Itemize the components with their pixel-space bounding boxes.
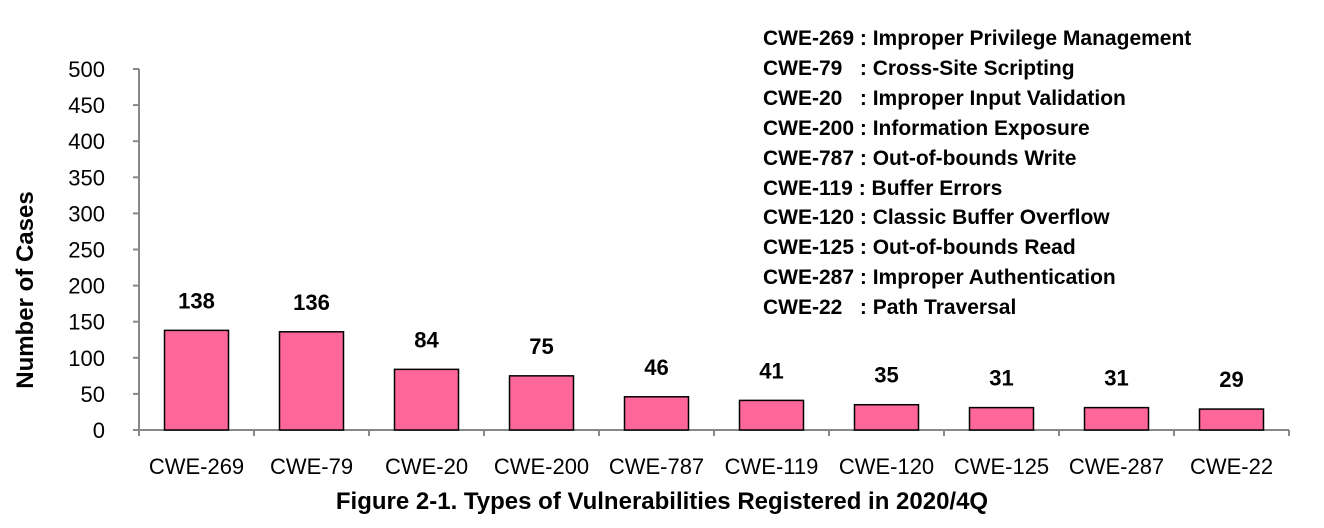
legend-description: Cross-Site Scripting bbox=[872, 56, 1075, 80]
y-tick-label: 100 bbox=[68, 346, 105, 371]
legend-item: CWE-22 : Path Traversal bbox=[763, 293, 1191, 323]
legend-code: CWE-787 bbox=[763, 146, 855, 170]
legend-item: CWE-20 : Improper Input Validation bbox=[763, 84, 1191, 114]
bar bbox=[738, 399, 805, 431]
legend-separator: : bbox=[854, 116, 873, 140]
bar bbox=[1083, 406, 1150, 431]
x-tick-label: CWE-287 bbox=[1069, 454, 1164, 479]
x-tick-label: CWE-120 bbox=[839, 454, 934, 479]
legend-description: Out-of-bounds Read bbox=[872, 236, 1076, 260]
legend-item: CWE-269 : Improper Privilege Management bbox=[763, 24, 1191, 54]
x-tick-label: CWE-787 bbox=[609, 454, 704, 479]
legend-item: CWE-119 : Buffer Errors bbox=[763, 174, 1191, 204]
legend-description: Path Traversal bbox=[872, 296, 1017, 320]
legend-item: CWE-287 : Improper Authentication bbox=[763, 263, 1191, 293]
legend-description: Classic Buffer Overflow bbox=[872, 206, 1110, 230]
legend-code: CWE-120 bbox=[763, 206, 855, 230]
data-label: 35 bbox=[874, 363, 898, 388]
legend-separator: : bbox=[854, 27, 873, 50]
x-tick-label: CWE-22 bbox=[1190, 454, 1273, 479]
legend-code: CWE-200 bbox=[763, 116, 855, 140]
legend-separator: : bbox=[854, 206, 873, 230]
data-label: 41 bbox=[759, 358, 783, 383]
bar bbox=[623, 396, 690, 431]
y-tick-label: 0 bbox=[93, 418, 105, 443]
data-label: 138 bbox=[178, 288, 215, 313]
legend-description: Information Exposure bbox=[872, 116, 1090, 140]
legend-code: CWE-125 bbox=[763, 236, 855, 260]
y-tick-label: 450 bbox=[68, 93, 105, 118]
y-tick-label: 300 bbox=[68, 201, 105, 226]
data-label: 29 bbox=[1219, 367, 1243, 392]
y-tick-label: 200 bbox=[68, 274, 105, 299]
legend: CWE-269 : Improper Privilege Management C… bbox=[763, 24, 1191, 323]
y-axis-title: Number of Cases bbox=[12, 191, 39, 388]
legend-description: Improper Privilege Management bbox=[872, 27, 1192, 50]
x-tick-label: CWE-20 bbox=[385, 454, 468, 479]
legend-separator: : bbox=[842, 296, 873, 320]
y-tick-label: 50 bbox=[81, 382, 105, 407]
x-tick-label: CWE-269 bbox=[149, 454, 244, 479]
legend-code: CWE-20 bbox=[763, 86, 843, 110]
data-label: 46 bbox=[644, 355, 668, 380]
legend-separator: : bbox=[854, 146, 873, 170]
legend-separator: : bbox=[842, 56, 873, 80]
x-tick-label: CWE-119 bbox=[725, 454, 819, 479]
bar bbox=[163, 329, 230, 431]
bars bbox=[163, 329, 1265, 431]
legend-code: CWE-269 bbox=[763, 27, 855, 50]
legend-separator: : bbox=[852, 176, 872, 200]
y-tick-label: 150 bbox=[68, 310, 105, 335]
data-label: 75 bbox=[529, 334, 553, 359]
legend-description: Improper Input Validation bbox=[872, 86, 1126, 110]
legend-separator: : bbox=[854, 266, 873, 290]
x-tick-label: CWE-200 bbox=[494, 454, 589, 479]
data-label: 84 bbox=[414, 327, 439, 352]
legend-separator: : bbox=[854, 236, 873, 260]
bar bbox=[1198, 408, 1265, 431]
bar bbox=[508, 375, 575, 431]
y-tick-label: 400 bbox=[68, 129, 105, 154]
bar bbox=[393, 368, 460, 431]
x-axis: CWE-269 CWE-79 CWE-20 CWE-200 CWE-787 CWE-119… bbox=[138, 429, 1290, 479]
x-tick-label: CWE-79 bbox=[270, 454, 353, 479]
legend-code: CWE-287 bbox=[763, 266, 855, 290]
legend-description: Improper Authentication bbox=[872, 266, 1116, 290]
bar bbox=[278, 331, 345, 431]
legend-item: CWE-787 : Out-of-bounds Write bbox=[763, 144, 1191, 174]
legend-code: CWE-79 bbox=[763, 56, 843, 80]
bar bbox=[853, 403, 920, 431]
y-axis: 0 50 100 150 200 250 300 350 400 450 500 bbox=[68, 57, 140, 443]
bar bbox=[968, 406, 1035, 431]
data-label: 136 bbox=[293, 290, 330, 315]
legend-item: CWE-200 : Information Exposure bbox=[763, 114, 1191, 144]
y-tick-label: 500 bbox=[68, 57, 105, 82]
legend-item: CWE-120 : Classic Buffer Overflow bbox=[763, 203, 1191, 233]
data-label: 31 bbox=[989, 366, 1013, 391]
legend-description: Out-of-bounds Write bbox=[872, 146, 1077, 170]
legend-description: Buffer Errors bbox=[871, 176, 1003, 200]
data-labels: 138 136 84 75 46 41 35 31 31 29 bbox=[178, 288, 1244, 392]
y-tick-label: 250 bbox=[68, 238, 105, 263]
legend-separator: : bbox=[842, 86, 873, 110]
legend-item: CWE-79 : Cross-Site Scripting bbox=[763, 54, 1191, 84]
x-tick-label: CWE-125 bbox=[954, 454, 1049, 479]
figure-caption: Figure 2-1. Types of Vulnerabilities Reg… bbox=[335, 488, 989, 515]
data-label: 31 bbox=[1104, 366, 1128, 391]
y-tick-label: 350 bbox=[68, 165, 105, 190]
legend-code: CWE-119 bbox=[763, 176, 853, 200]
legend-code: CWE-22 bbox=[763, 296, 843, 320]
legend-item: CWE-125 : Out-of-bounds Read bbox=[763, 233, 1191, 263]
